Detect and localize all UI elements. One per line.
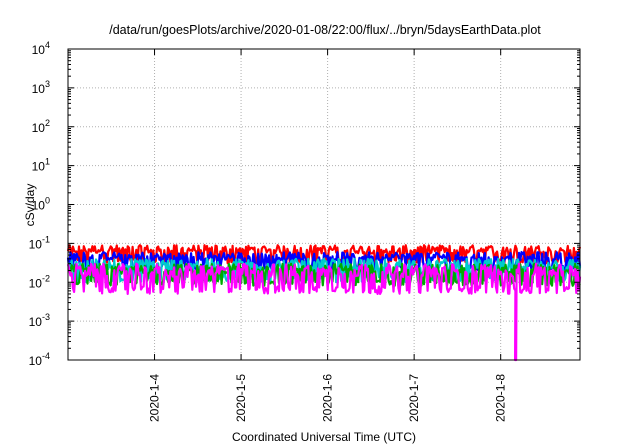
grid [68, 49, 580, 360]
x-axis: 2020-1-4 2020-1-5 2020-1-6 2020-1-7 2020-1-8 [148, 49, 508, 422]
x-tick-label: 2020-1-7 [407, 374, 421, 422]
y-tick-label: 102 [32, 118, 50, 135]
y-tick-label: 104 [32, 40, 50, 57]
x-tick-label: 2020-1-5 [234, 374, 248, 422]
y-tick-label: 10-4 [29, 351, 50, 368]
x-tick-label: 2020-1-4 [148, 374, 162, 422]
x-tick-label: 2020-1-6 [321, 374, 335, 422]
series-line [66, 262, 582, 362]
y-axis-label: cSv/day [23, 184, 37, 227]
x-axis-label: Coordinated Universal Time (UTC) [232, 430, 416, 444]
y-tick-label: 103 [32, 79, 50, 96]
chart-title: /data/run/goesPlots/archive/2020-01-08/2… [109, 23, 541, 37]
data-series [66, 244, 582, 362]
y-tick-label: 10-2 [29, 273, 50, 290]
y-tick-label: 10-1 [29, 234, 50, 251]
x-tick-label: 2020-1-8 [494, 374, 508, 422]
y-tick-label: 101 [32, 157, 50, 174]
y-tick-label: 10-3 [29, 312, 50, 329]
